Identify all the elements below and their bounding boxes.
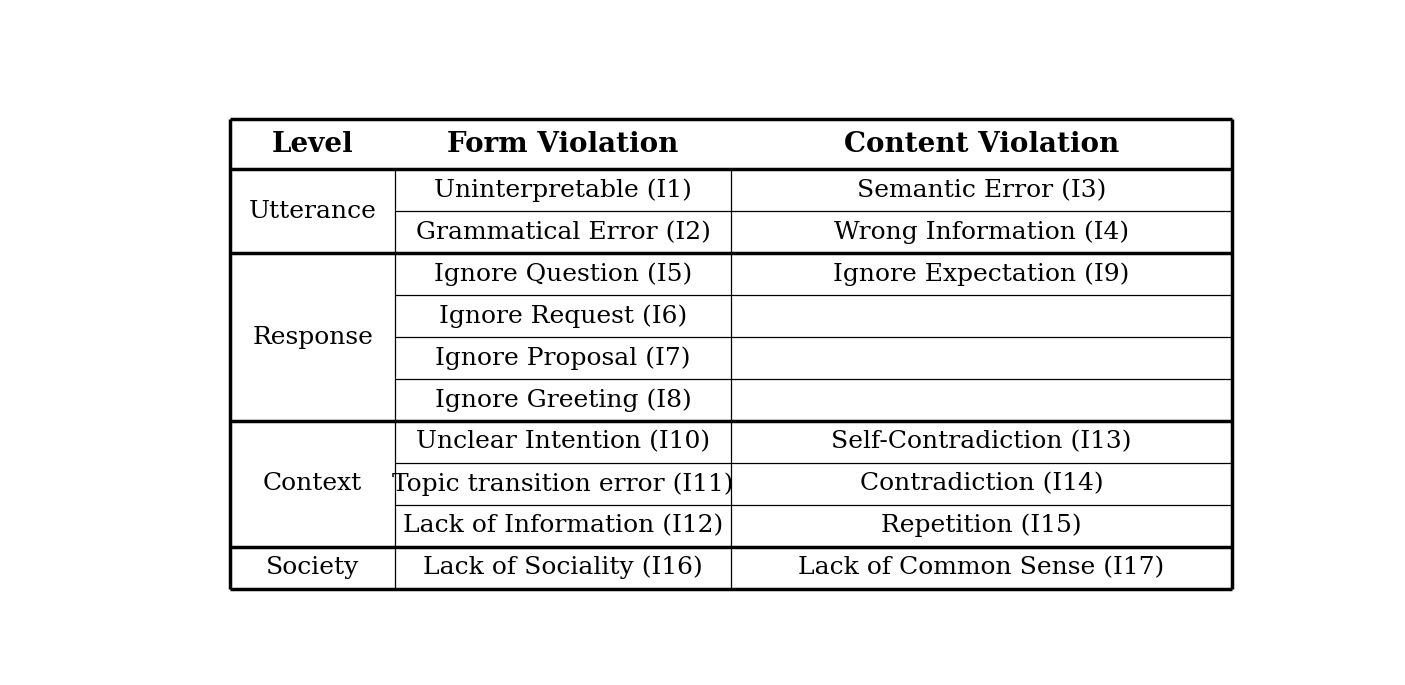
Text: Ignore Proposal (I7): Ignore Proposal (I7) <box>436 346 691 370</box>
Text: Lack of Common Sense (I17): Lack of Common Sense (I17) <box>798 556 1165 579</box>
Text: Contradiction (I14): Contradiction (I14) <box>860 472 1103 495</box>
Text: Ignore Question (I5): Ignore Question (I5) <box>434 262 693 286</box>
Text: Level: Level <box>271 131 354 158</box>
Text: Context: Context <box>263 472 362 495</box>
Text: Ignore Request (I6): Ignore Request (I6) <box>438 304 687 328</box>
Text: Lack of Information (I12): Lack of Information (I12) <box>403 514 724 537</box>
Text: Response: Response <box>253 325 374 349</box>
Text: Ignore Expectation (I9): Ignore Expectation (I9) <box>833 262 1130 286</box>
Text: Form Violation: Form Violation <box>447 131 679 158</box>
Text: Semantic Error (I3): Semantic Error (I3) <box>857 179 1106 202</box>
Text: Utterance: Utterance <box>249 200 377 223</box>
Text: Uninterpretable (I1): Uninterpretable (I1) <box>434 179 693 202</box>
Text: Lack of Sociality (I16): Lack of Sociality (I16) <box>423 556 702 580</box>
Text: Self-Contradiction (I13): Self-Contradiction (I13) <box>832 430 1131 453</box>
Text: Ignore Greeting (I8): Ignore Greeting (I8) <box>434 388 691 412</box>
Text: Unclear Intention (I10): Unclear Intention (I10) <box>416 430 710 453</box>
Text: Grammatical Error (I2): Grammatical Error (I2) <box>416 221 711 244</box>
Text: Wrong Information (I4): Wrong Information (I4) <box>833 221 1130 244</box>
Text: Repetition (I15): Repetition (I15) <box>881 514 1082 538</box>
Text: Content Violation: Content Violation <box>844 131 1118 158</box>
Text: Society: Society <box>266 556 360 579</box>
Text: Topic transition error (I11): Topic transition error (I11) <box>392 472 733 495</box>
